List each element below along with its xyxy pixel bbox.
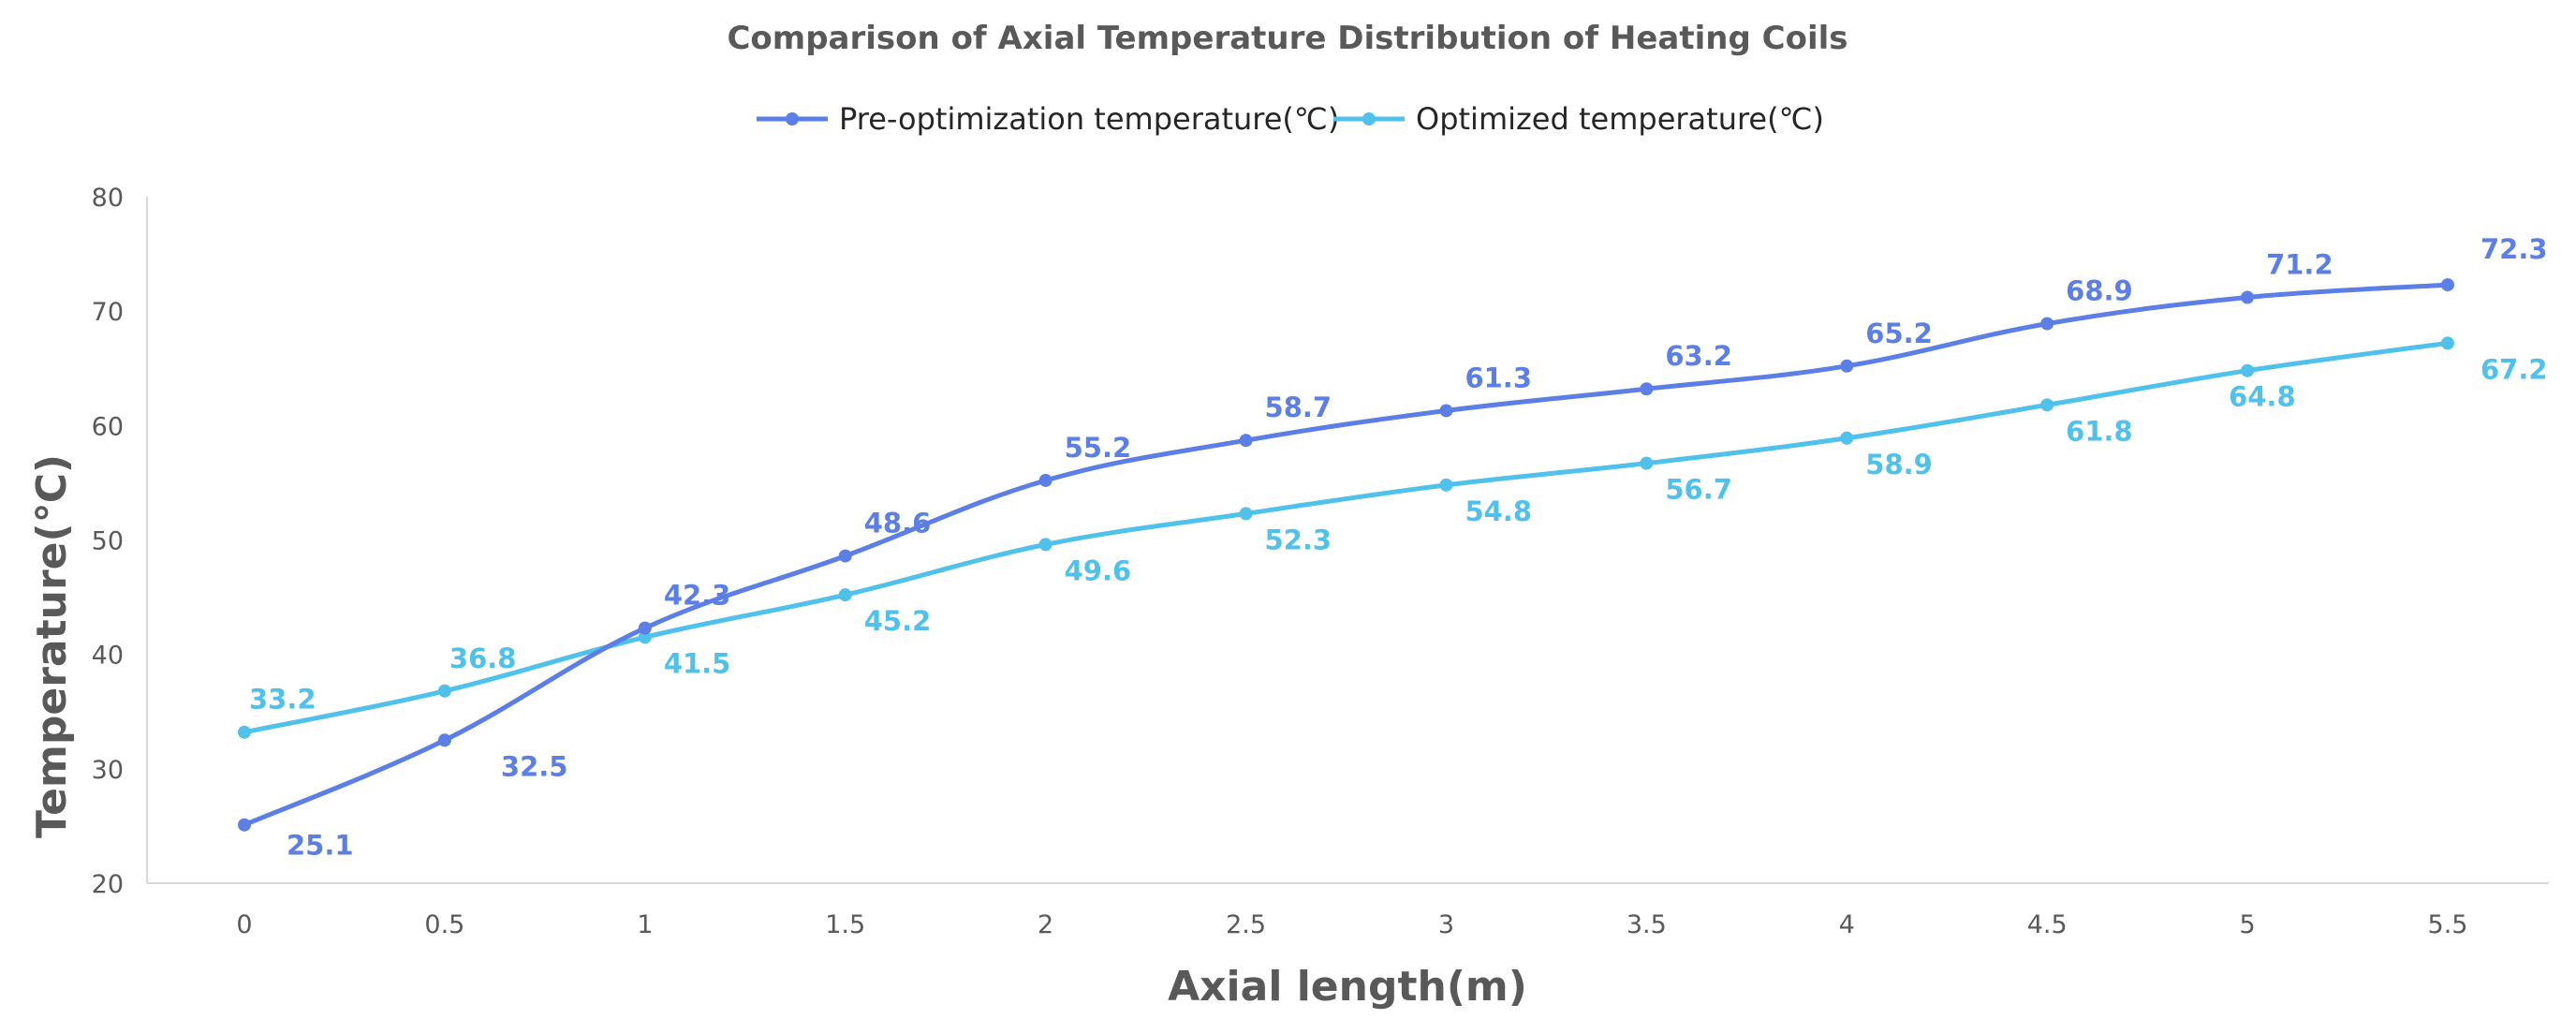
y-tick-label: 40 (92, 642, 124, 671)
chart-title: Comparison of Axial Temperature Distribu… (727, 20, 1847, 57)
data-point (1439, 478, 1453, 492)
series-1 (238, 336, 2454, 739)
legend-item: Optimized temperature(℃) (1333, 101, 1824, 137)
y-tick-label: 70 (92, 298, 124, 327)
data-label: 61.8 (2066, 415, 2133, 447)
data-label: 41.5 (664, 647, 731, 679)
data-point (1038, 473, 1052, 487)
data-point (838, 588, 852, 602)
x-tick-label: 4.5 (2027, 910, 2068, 939)
data-label: 61.3 (1465, 362, 1532, 393)
data-label: 64.8 (2229, 381, 2296, 413)
data-label: 58.9 (1865, 449, 1933, 480)
y-tick-label: 50 (92, 527, 124, 556)
data-point (1239, 507, 1253, 521)
data-label: 56.7 (1665, 474, 1732, 506)
data-point (1239, 434, 1253, 448)
data-point (1038, 538, 1052, 552)
legend-label: Optimized temperature(℃) (1416, 101, 1824, 137)
data-label: 33.2 (249, 684, 316, 716)
data-point (437, 733, 451, 747)
data-label: 52.3 (1265, 524, 1332, 555)
x-tick-label: 3.5 (1627, 910, 1667, 939)
x-tick-label: 1.5 (825, 910, 865, 939)
data-point (838, 549, 852, 563)
series-group (238, 278, 2454, 832)
x-tick-label: 2.5 (1226, 910, 1266, 939)
legend-marker (786, 112, 799, 126)
data-point (2241, 363, 2255, 377)
data-label: 42.3 (664, 580, 731, 612)
data-label: 25.1 (287, 830, 354, 862)
x-tick-label: 3 (1438, 910, 1454, 939)
axes: 20 30 40 50 60 70 80 0 0.5 1 1.5 2 2.5 3 3.5 4 4.5 5 5.5 (92, 184, 2549, 939)
x-tick-labels: 0 0.5 1 1.5 2 2.5 3 3.5 4 4.5 5 5.5 (236, 910, 2467, 939)
data-point (2040, 398, 2054, 412)
legend: Pre-optimization temperature(℃) Optimized… (757, 101, 1824, 137)
x-tick-label: 4 (1839, 910, 1855, 939)
legend-item: Pre-optimization temperature(℃) (757, 101, 1339, 137)
data-label: 68.9 (2066, 275, 2133, 307)
series-0 (238, 278, 2454, 832)
series-line (242, 282, 2451, 828)
x-tick-label: 2 (1038, 910, 1053, 939)
x-axis-title: Axial length(m) (1168, 963, 1527, 1011)
data-point (2441, 336, 2454, 350)
x-tick-label: 5.5 (2428, 910, 2468, 939)
data-label: 72.3 (2480, 233, 2548, 265)
data-point (1640, 456, 1654, 470)
data-point (1840, 431, 1854, 445)
data-point (2241, 290, 2255, 304)
data-point (1840, 359, 1854, 373)
data-label: 71.2 (2266, 249, 2333, 281)
y-tick-label: 60 (92, 412, 124, 441)
x-tick-label: 1 (637, 910, 653, 939)
data-point (1640, 382, 1654, 396)
data-point (238, 725, 251, 739)
data-label: 36.8 (449, 643, 517, 674)
data-label: 45.2 (864, 605, 932, 637)
data-point (1439, 404, 1453, 418)
y-axis-title: Temperature(℃) (28, 454, 76, 838)
data-label: 65.2 (1865, 318, 1933, 349)
data-label: 63.2 (1665, 340, 1732, 372)
data-point (638, 621, 652, 635)
data-point (238, 818, 251, 832)
data-point (437, 684, 451, 698)
data-label: 48.6 (864, 508, 932, 539)
data-point (2040, 317, 2054, 331)
data-point (2441, 278, 2454, 292)
x-tick-label: 0 (236, 910, 252, 939)
x-tick-label: 5 (2239, 910, 2255, 939)
data-label: 54.8 (1465, 495, 1532, 527)
x-tick-label: 0.5 (424, 910, 464, 939)
data-label: 67.2 (2480, 353, 2548, 385)
legend-label: Pre-optimization temperature(℃) (839, 101, 1339, 137)
data-point (638, 630, 652, 644)
y-tick-label: 80 (92, 184, 124, 213)
y-tick-labels: 20 30 40 50 60 70 80 (92, 184, 124, 899)
y-tick-label: 20 (92, 870, 124, 899)
data-label: 49.6 (1065, 554, 1132, 586)
data-label: 32.5 (501, 750, 568, 782)
data-labels: 25.1 32.5 42.3 48.6 55.2 58.7 61.3 63.2 65.2 68.9… (249, 233, 2548, 862)
legend-marker (1362, 112, 1376, 126)
series-line (242, 340, 2451, 735)
data-label: 55.2 (1065, 432, 1132, 464)
y-tick-label: 30 (92, 756, 124, 785)
data-label: 58.7 (1265, 391, 1332, 423)
